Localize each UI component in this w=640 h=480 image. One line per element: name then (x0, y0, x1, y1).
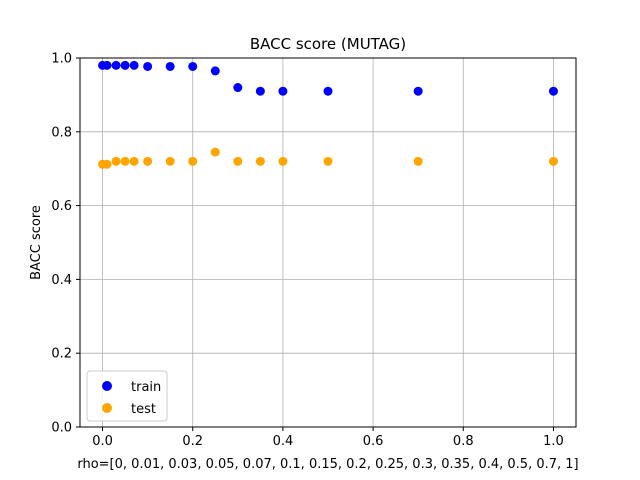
data-point-test (323, 156, 333, 166)
series-test (98, 147, 558, 169)
data-point-train (233, 83, 243, 93)
x-tick-label: 0.8 (453, 434, 474, 449)
data-point-train (323, 86, 333, 96)
data-point-test (548, 156, 558, 166)
plot-frame (79, 57, 577, 428)
data-point-test (111, 156, 121, 166)
y-axis-label: BACC score (29, 205, 44, 280)
x-tick-label: 1.0 (543, 434, 564, 449)
x-tick-label: 0.2 (182, 434, 203, 449)
legend-label-test: test (131, 402, 156, 417)
data-point-test (102, 159, 112, 169)
data-point-train (143, 61, 153, 71)
y-tick-label: 0.4 (51, 273, 72, 288)
data-point-train (120, 60, 130, 70)
data-point-train (129, 60, 139, 70)
x-tick-label: 0.6 (363, 434, 384, 449)
data-point-train (111, 60, 121, 70)
data-point-test (165, 156, 175, 166)
data-point-train (102, 60, 112, 70)
x-tick-label: 0.4 (273, 434, 294, 449)
legend-marker-train (102, 381, 112, 391)
data-point-train (278, 86, 288, 96)
data-point-train (255, 86, 265, 96)
y-tick-label: 0.8 (51, 125, 72, 140)
data-point-train (413, 86, 423, 96)
axis-ticks: 0.0 0.2 0.4 0.6 0.8 1.0 0.0 0.2 0.4 0.6 0.8 1.0 (51, 52, 563, 450)
data-point-test (278, 156, 288, 166)
y-tick-label: 1.0 (51, 52, 72, 67)
data-point-train (188, 61, 198, 71)
data-point-test (120, 156, 130, 166)
data-point-train (548, 86, 558, 96)
data-point-train (165, 61, 175, 71)
y-tick-label: 0.2 (51, 347, 72, 362)
legend-marker-test (102, 403, 112, 413)
data-point-test (188, 156, 198, 166)
chart-title: BACC score (MUTAG) (250, 35, 406, 53)
legend-label-train: train (131, 380, 161, 395)
x-tick-label: 0.0 (92, 434, 113, 449)
series-train (98, 60, 558, 96)
data-point-test (413, 156, 423, 166)
data-point-test (210, 147, 220, 157)
y-tick-label: 0.0 (51, 421, 72, 436)
data-point-test (129, 156, 139, 166)
x-axis-label: rho=[0, 0.01, 0.03, 0.05, 0.07, 0.1, 0.1… (77, 457, 578, 472)
data-point-test (233, 156, 243, 166)
data-points (98, 60, 558, 169)
data-point-test (255, 156, 265, 166)
data-point-train (210, 66, 220, 76)
data-point-test (143, 156, 153, 166)
legend: train test (86, 370, 168, 422)
y-tick-label: 0.6 (51, 199, 72, 214)
